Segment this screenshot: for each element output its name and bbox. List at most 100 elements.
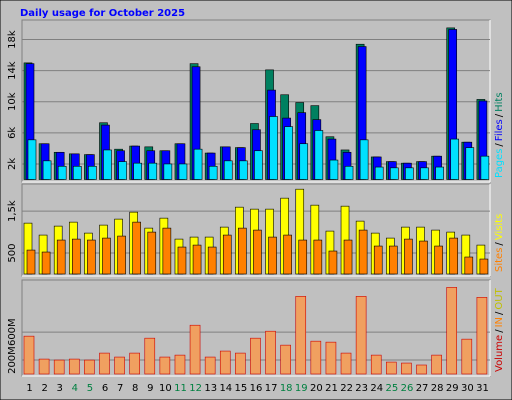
x-tick-label: 14 — [219, 383, 232, 394]
bar — [193, 148, 203, 180]
bar — [298, 239, 308, 275]
x-tick-label: 18 — [280, 383, 293, 394]
bar — [461, 338, 473, 375]
bar — [310, 340, 322, 375]
bar — [88, 165, 97, 180]
bar — [23, 335, 35, 375]
chart-title: Daily usage for October 2025 — [20, 8, 185, 19]
x-tick-label: 22 — [340, 383, 353, 394]
bar — [207, 246, 217, 275]
bar — [446, 287, 458, 375]
bar — [450, 138, 460, 180]
bar — [192, 244, 202, 275]
bar — [479, 258, 489, 275]
bar — [159, 356, 171, 375]
bar — [358, 229, 368, 275]
y-tick-label: 600M — [7, 318, 18, 346]
bar — [389, 245, 398, 275]
x-tick-label: 11 — [174, 383, 187, 394]
bar — [223, 160, 233, 180]
bar — [355, 296, 367, 375]
bar — [419, 240, 428, 275]
bar — [189, 324, 201, 375]
x-tick-label: 26 — [401, 383, 414, 394]
x-tick-label: 27 — [416, 383, 429, 394]
bar — [374, 166, 384, 180]
x-tick-label: 20 — [310, 383, 323, 394]
x-tick-label: 16 — [250, 383, 263, 394]
bar — [238, 227, 247, 275]
x-tick-label: 19 — [295, 383, 308, 394]
x-tick-label: 30 — [461, 383, 474, 394]
bar — [162, 227, 172, 275]
legend-item: Sites — [494, 248, 505, 272]
bar — [476, 297, 488, 375]
bar — [265, 330, 276, 375]
bar — [401, 362, 412, 375]
bar — [219, 350, 231, 375]
x-tick-label: 10 — [159, 383, 172, 394]
bar — [208, 165, 218, 180]
bar — [405, 167, 414, 180]
bar — [174, 354, 186, 375]
bar — [148, 162, 158, 180]
bar — [147, 231, 157, 275]
bar — [38, 358, 50, 375]
legend-separator: / — [494, 242, 505, 246]
legend: Sites /Visits — [494, 214, 505, 272]
bar — [340, 352, 352, 375]
bar — [373, 245, 383, 275]
x-tick-label: 31 — [476, 383, 489, 394]
bar — [464, 256, 474, 275]
bar — [103, 149, 112, 180]
legend-separator: / — [494, 329, 505, 333]
bar — [465, 147, 475, 180]
y-tick-label: 1,5k — [7, 200, 18, 222]
bar — [117, 235, 126, 275]
bar — [178, 163, 188, 180]
x-tick-label: 29 — [446, 383, 459, 394]
legend-separator: / — [494, 113, 505, 117]
bar — [57, 165, 67, 180]
bar — [235, 352, 246, 375]
bar — [283, 234, 292, 275]
bar — [370, 354, 382, 375]
bar — [314, 130, 324, 180]
legend-item: OUT — [494, 287, 505, 309]
x-tick-label: 6 — [102, 383, 108, 394]
bar — [68, 358, 80, 375]
bar — [328, 250, 338, 275]
bar — [27, 139, 37, 180]
bar — [87, 239, 96, 275]
bar — [99, 352, 110, 375]
bar — [404, 238, 413, 275]
bar — [416, 364, 427, 375]
bar — [431, 354, 442, 375]
x-tick-label: 25 — [386, 383, 399, 394]
legend-item: Hits — [494, 92, 505, 111]
legend-item: Volume — [494, 335, 505, 372]
legend-item: Pages — [494, 149, 505, 178]
x-tick-label: 28 — [431, 383, 444, 394]
bar — [163, 163, 173, 180]
x-tick-label: 7 — [117, 383, 123, 394]
x-tick-label: 15 — [235, 383, 248, 394]
x-tick-label: 3 — [57, 383, 63, 394]
bar — [144, 337, 156, 375]
bar — [449, 237, 459, 275]
bar — [254, 150, 263, 180]
bar — [390, 167, 399, 180]
bar — [26, 249, 36, 275]
y-tick-label: 500 — [7, 244, 18, 263]
legend-item: IN — [494, 317, 505, 327]
bar — [269, 116, 278, 180]
bar — [133, 162, 142, 180]
bar — [114, 356, 125, 375]
bar — [204, 356, 216, 375]
legend-item: Visits — [494, 214, 505, 241]
bar — [386, 361, 397, 375]
y-tick-label: 6k — [7, 127, 18, 139]
bar — [344, 165, 354, 180]
x-tick-label: 21 — [325, 383, 338, 394]
bar — [295, 296, 307, 375]
